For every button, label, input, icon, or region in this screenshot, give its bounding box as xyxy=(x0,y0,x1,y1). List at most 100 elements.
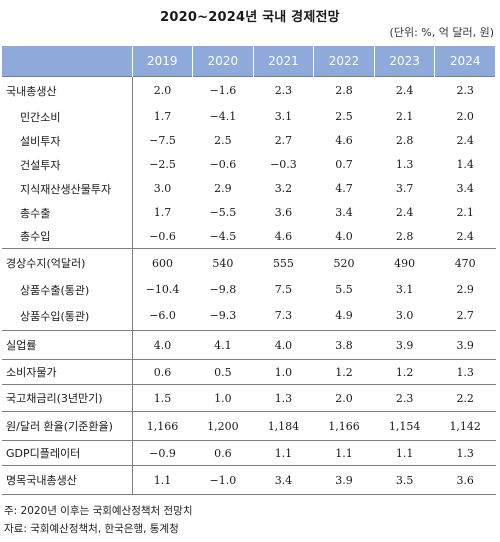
table-cell: 2.7 xyxy=(456,309,474,323)
table-cell: 3.5 xyxy=(374,465,435,495)
table-cell: 2.7 xyxy=(274,134,293,147)
table-cell: 4.0 xyxy=(132,330,193,360)
table-cell: 470 xyxy=(434,248,496,278)
table-cell: 1.0 xyxy=(253,359,314,385)
table-cell: 2.9 xyxy=(456,283,474,296)
table-row: 경상수지(억달러) 600 540 555 520 490 470 xyxy=(2,248,496,278)
table-cell: −0.6 xyxy=(209,158,237,171)
table-cell: 600 xyxy=(132,248,193,278)
unit-note: (단위: %, 억 달러, 원) xyxy=(389,26,494,39)
table-cell: 520 xyxy=(313,248,375,278)
table-cell: 555 xyxy=(253,248,314,278)
table-cell: 4.9 xyxy=(335,309,353,323)
table-cell: −9.3 xyxy=(209,309,237,323)
table-cell: 4.6 xyxy=(274,229,293,243)
row-label: 총수출 xyxy=(2,200,133,225)
footnote: 주: 2020년 이후는 국회예산정책처 전망치 xyxy=(4,505,193,517)
table-row: 지식재산생산물투자 3.0 2.9 3.2 4.7 3.7 3.4 xyxy=(2,176,496,201)
column-header: 2020 xyxy=(192,46,254,77)
table-cell: 0.6 xyxy=(132,359,193,385)
table-row: 소비자물가 0.6 0.5 1.0 1.2 1.2 1.3 xyxy=(2,359,496,385)
table-cell: 1.3 xyxy=(434,440,496,466)
table-cell: 2.9 xyxy=(214,182,232,195)
table-cell: 2.3 xyxy=(253,76,314,105)
column-header: 2024 xyxy=(434,46,496,77)
table-cell: 1.2 xyxy=(374,359,435,385)
table-cell: −7.5 xyxy=(149,134,176,147)
table-cell: 3.9 xyxy=(374,330,435,360)
row-label: 실업률 xyxy=(2,330,133,360)
table-cell: 2.8 xyxy=(395,134,414,147)
table-row: 실업률 4.0 4.1 4.0 3.8 3.9 3.9 xyxy=(2,330,496,360)
forecast-table: 2019 2020 2021 2022 2023 2024 국내총생산 2.0 −1… xyxy=(2,46,496,495)
row-label: 상품수출(통관) xyxy=(2,277,133,302)
table-cell: 2.1 xyxy=(395,110,414,123)
table-cell: 2.0 xyxy=(313,384,375,412)
row-label: 국내총생산 xyxy=(2,76,133,105)
table-cell: 3.0 xyxy=(153,182,172,195)
row-label: 민간소비 xyxy=(2,104,133,129)
table-cell: 2.4 xyxy=(374,76,435,105)
table-body: 국내총생산 2.0 −1.6 2.3 2.8 2.4 2.3 민간소비 1.7 −4.1 3.1 2.… xyxy=(2,76,496,495)
table-cell: 4.1 xyxy=(192,330,254,360)
header-row: 2019 2020 2021 2022 2023 2024 xyxy=(2,46,496,77)
row-label: 소비자물가 xyxy=(2,359,133,385)
row-label: 국고채금리(3년만기) xyxy=(2,384,133,412)
table-cell: 1.3 xyxy=(395,158,414,171)
table-cell: 3.4 xyxy=(253,465,314,495)
table-cell: 490 xyxy=(374,248,435,278)
table-cell: 1.0 xyxy=(192,384,254,412)
table-cell: −5.5 xyxy=(209,206,237,219)
table-cell: 2.3 xyxy=(434,76,496,105)
table-cell: −4.5 xyxy=(209,229,237,243)
table-cell: 2.3 xyxy=(374,384,435,412)
table-cell: 2.8 xyxy=(313,76,375,105)
table-cell: 1,166 xyxy=(132,411,193,441)
row-label: 건설투자 xyxy=(2,152,133,177)
table-cell: 3.0 xyxy=(395,309,414,323)
table-cell: 2.2 xyxy=(434,384,496,412)
table-cell: 2.8 xyxy=(395,229,414,243)
table-cell: 3.4 xyxy=(335,206,353,219)
table-cell: −1.6 xyxy=(192,76,254,105)
table-cell: 2.0 xyxy=(456,110,474,123)
table-cell: 4.0 xyxy=(253,330,314,360)
table-cell: 2.4 xyxy=(456,229,474,243)
table-cell: 1,166 xyxy=(313,411,375,441)
table-cell: 2.0 xyxy=(132,76,193,105)
table-cell: 3.1 xyxy=(274,110,293,123)
table-cell: −9.8 xyxy=(209,283,237,296)
table-cell: 3.8 xyxy=(313,330,375,360)
table-cell: 0.5 xyxy=(192,359,254,385)
table-row: 설비투자 −7.5 2.5 2.7 4.6 2.8 2.4 xyxy=(2,128,496,153)
row-label: 상품수입(통관) xyxy=(2,301,133,331)
table-cell: 2.5 xyxy=(214,134,232,147)
table-cell: −0.9 xyxy=(132,440,193,466)
source-note: 자료: 국회예산정책처, 한국은행, 통계청 xyxy=(4,523,179,535)
table-row: 총수입 −0.6 −4.5 4.6 4.0 2.8 2.4 xyxy=(2,224,496,249)
table-cell: 3.6 xyxy=(274,206,293,219)
table-cell: 3.6 xyxy=(434,465,496,495)
table-cell: 1.3 xyxy=(253,384,314,412)
row-label: 총수입 xyxy=(2,224,133,249)
table-cell: 4.0 xyxy=(335,229,353,243)
column-header: 2021 xyxy=(253,46,315,77)
table-row: 명목국내총생산 1.1 −1.0 3.4 3.9 3.5 3.6 xyxy=(2,465,496,495)
table-cell: 7.3 xyxy=(274,309,293,323)
header-corner xyxy=(2,46,133,77)
table-cell: −0.3 xyxy=(270,158,297,171)
row-label: 원/달러 환율(기준환율) xyxy=(2,411,133,441)
table-cell: 3.7 xyxy=(395,182,414,195)
table-row: 상품수입(통관) −6.0 −9.3 7.3 4.9 3.0 2.7 xyxy=(2,301,496,331)
row-label: 명목국내총생산 xyxy=(2,465,133,495)
table-cell: 2.4 xyxy=(456,134,474,147)
table-cell: 1,142 xyxy=(434,411,496,441)
table-cell: 5.5 xyxy=(335,283,353,296)
table-row: 총수출 1.7 −5.5 3.6 3.4 2.4 2.1 xyxy=(2,200,496,225)
table-cell: 1.1 xyxy=(374,440,435,466)
table-cell: −1.0 xyxy=(192,465,254,495)
table-row: 건설투자 −2.5 −0.6 −0.3 0.7 1.3 1.4 xyxy=(2,152,496,177)
table-row: 원/달러 환율(기준환율) 1,166 1,200 1,184 1,166 1,154 1,… xyxy=(2,411,496,441)
table-cell: 1.3 xyxy=(434,359,496,385)
row-label: 지식재산생산물투자 xyxy=(2,176,133,201)
